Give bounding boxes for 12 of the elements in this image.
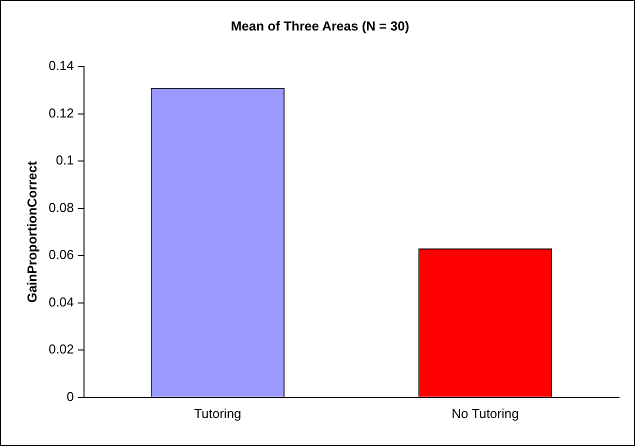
chart-title: Mean of Three Areas (N = 30) xyxy=(230,18,410,34)
x-tick-label: No Tutoring xyxy=(452,406,519,421)
x-tick-label: Tutoring xyxy=(194,406,242,421)
y-tick-label: 0.1 xyxy=(56,152,74,168)
y-tick-label: 0.14 xyxy=(48,58,74,74)
y-tick-label: 0 xyxy=(66,388,74,404)
y-tick-label: 0.08 xyxy=(48,200,74,215)
y-tick-label: 0.06 xyxy=(48,247,74,262)
y-tick-label: 0.04 xyxy=(48,294,74,310)
y-tick-label: 0.12 xyxy=(48,105,74,120)
y-axis-title: GainProportionCorrect xyxy=(24,160,40,303)
y-tick-label: 0.02 xyxy=(48,342,74,357)
